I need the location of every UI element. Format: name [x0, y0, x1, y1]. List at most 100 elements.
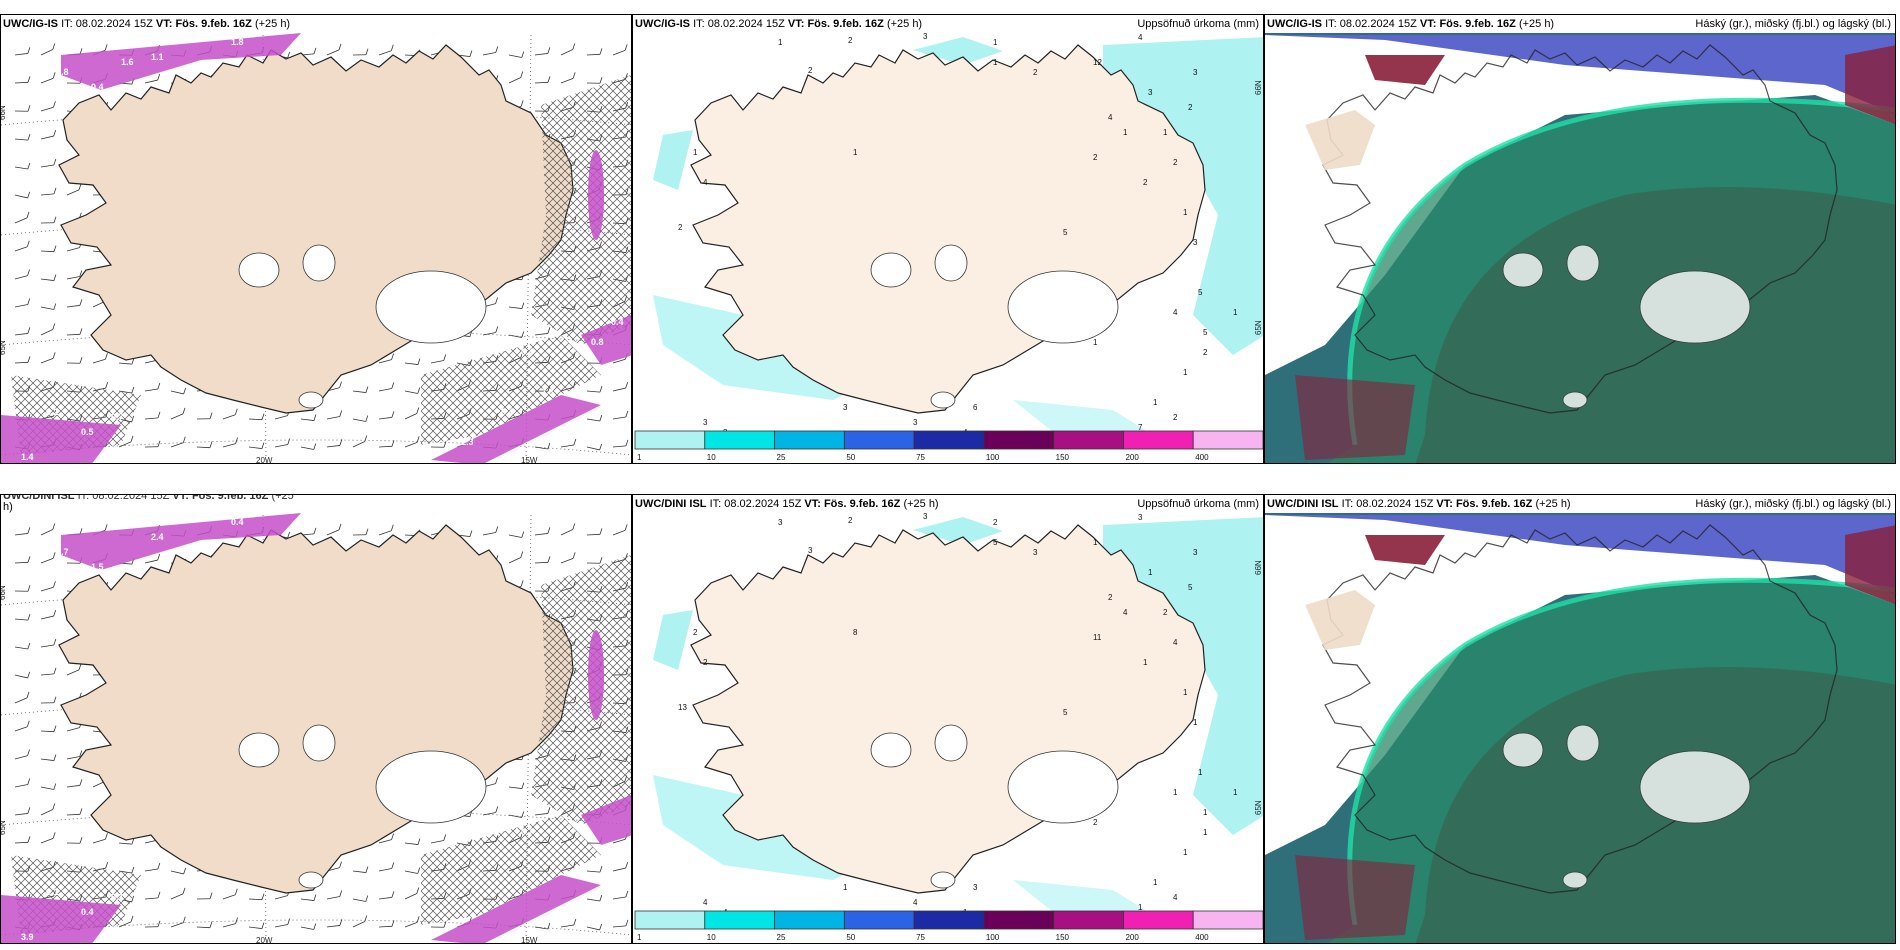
wind-barb: [92, 838, 106, 844]
wind-barb: [508, 77, 521, 84]
wind-barb: [534, 333, 548, 336]
wind-barb-flag: [339, 861, 342, 868]
wind-barb-flag: [572, 43, 576, 50]
precip-amount-label: 2: [1093, 153, 1098, 162]
wind-barb: [612, 925, 626, 928]
wind-barb-flag: [443, 921, 447, 928]
lat-label: 65N: [1, 340, 7, 355]
wind-barb-flag: [104, 524, 108, 531]
lat-label: 66N: [1, 585, 7, 600]
wind-barb: [118, 390, 132, 394]
wind-barb: [352, 898, 366, 902]
glacier: [1562, 871, 1588, 889]
wind-barb-flag: [27, 671, 31, 679]
precip-amount-label: 1: [1183, 368, 1188, 377]
wind-barb: [326, 445, 340, 448]
wind-barb: [66, 669, 80, 676]
wind-barb: [404, 870, 418, 874]
wind-barb-flag: [27, 105, 31, 112]
wind-barb-flag: [547, 807, 551, 814]
precip-amount-label: 4: [703, 898, 708, 907]
wind-barb-flag: [625, 381, 629, 389]
wind-barb-flag: [417, 838, 421, 845]
wind-barb: [508, 334, 522, 338]
colorbar-label: 400: [1195, 453, 1209, 462]
wind-barb-flag: [599, 528, 603, 535]
glacier: [1639, 750, 1751, 824]
coastline: [690, 44, 1206, 414]
wind-barb: [378, 897, 392, 900]
wind-barb-flag: [625, 410, 629, 418]
wind-barb: [560, 529, 573, 536]
dense-cloud: [1365, 535, 1445, 565]
wind-barb-flag: [416, 916, 420, 923]
precip-type-region: [61, 33, 301, 90]
lat-label: 66N: [1254, 80, 1263, 95]
cell-label: 1.8: [231, 37, 244, 47]
wind-barb-flag: [27, 642, 31, 650]
wind-barb-flag: [52, 552, 56, 559]
precip-amount-label: 1: [1173, 788, 1178, 797]
wind-barb: [612, 529, 626, 536]
wind-barb-flag: [27, 556, 31, 563]
colorbar-label: 10: [707, 933, 716, 942]
iceland-landmass: [58, 524, 574, 894]
wind-barb: [40, 837, 54, 844]
wind-barb-flag: [339, 439, 343, 446]
glacier: [302, 724, 336, 762]
wind-barb: [248, 418, 263, 421]
wind-barb-flag: [131, 386, 135, 394]
wind-barb-flag: [599, 48, 603, 55]
wind-barb: [612, 49, 626, 56]
wind-barb: [222, 923, 236, 928]
precip-amount-label: 5: [1198, 288, 1203, 297]
glacier: [934, 724, 968, 762]
wind-barb-flag: [391, 440, 395, 447]
colorbar-swatch: [634, 430, 706, 450]
glacier: [930, 871, 956, 889]
wind-barb-flag: [417, 867, 421, 874]
wind-barb: [378, 359, 392, 364]
colorbar: 1 10 25 50 75 100 150 200 400: [634, 910, 1263, 942]
wind-barb-flag: [182, 916, 186, 923]
precip-amount-label: 2: [1163, 608, 1168, 617]
wind-barb-flag: [26, 691, 30, 699]
wind-barb-flag: [443, 441, 447, 448]
wind-barb-flag: [365, 386, 369, 393]
wind-barb-flag: [521, 811, 525, 818]
dense-cloud: [1365, 55, 1445, 85]
graticule-line: [1, 919, 631, 936]
wind-barb: [534, 446, 548, 450]
wind-barb: [14, 81, 29, 84]
wind-barb-flag: [26, 211, 30, 219]
wind-barb: [430, 360, 444, 364]
dense-cloud: [1295, 855, 1415, 940]
precip-type-region: [1, 415, 121, 463]
wind-barb-flag: [52, 523, 56, 530]
wind-barb-flag: [495, 46, 499, 53]
wind-barb: [222, 443, 236, 448]
colorbar-label: 1: [637, 933, 642, 942]
colorbar-label: 400: [1195, 933, 1209, 942]
wind-barb-flag: [521, 302, 525, 309]
precip-amount-label: 4: [703, 178, 708, 187]
wind-barb-flag: [53, 696, 57, 703]
wind-barb: [404, 842, 418, 845]
wind-barb-flag: [26, 240, 30, 247]
wind-barb: [40, 786, 54, 790]
wind-barb-flag: [157, 862, 161, 870]
precip-amount-label: 3: [1148, 88, 1153, 97]
panel-title: UWC/DINI ISL IT: 08.02.2024 15Z VT: Fös.…: [635, 498, 939, 510]
wind-barb: [534, 561, 549, 564]
wind-barb-flag: [339, 890, 343, 897]
precip-amount-label: 2: [993, 518, 998, 527]
colorbar-label: 100: [986, 933, 1000, 942]
wind-barb-flag: [417, 387, 421, 394]
wind-barb-flag: [53, 754, 57, 761]
precip-amount-label: 4: [1138, 33, 1143, 42]
glacier: [870, 252, 912, 288]
wind-barb-flag: [599, 443, 603, 451]
wind-barb: [248, 446, 262, 449]
hatched-region: [421, 815, 601, 925]
cell-label: 1.4: [21, 452, 34, 462]
